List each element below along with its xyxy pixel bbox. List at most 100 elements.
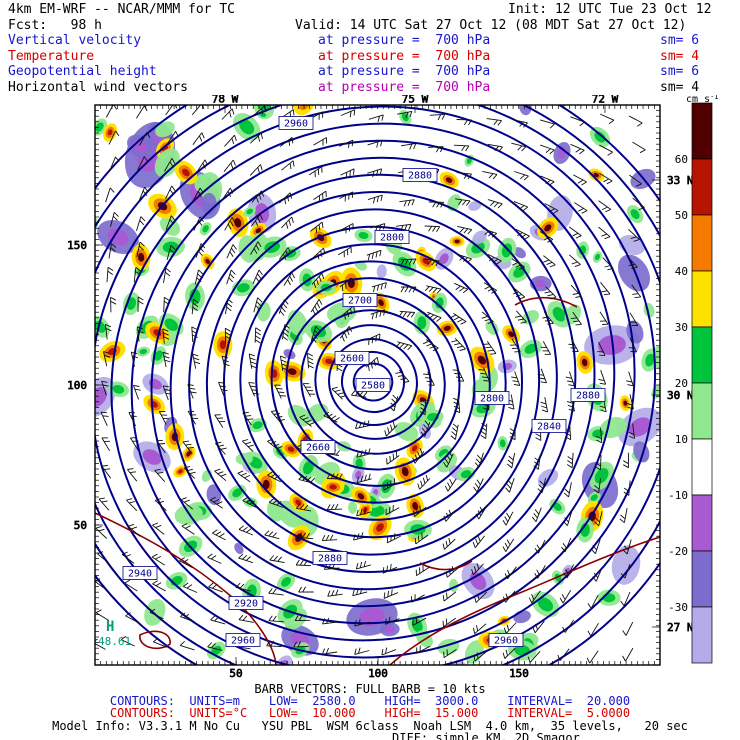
model-title: 4km EM-WRF -- NCAR/MMM for TC <box>8 2 235 17</box>
field-smooth: sm= 4 <box>660 79 700 95</box>
field-label: Temperature <box>8 48 95 64</box>
latitude-label: 33 N <box>667 174 694 187</box>
contour-label-box <box>334 351 370 365</box>
gridpoint-label-y: 100 <box>67 379 87 392</box>
colorbar-tick-label: -30 <box>668 601 688 614</box>
longitude-label: 72 W <box>592 95 619 106</box>
barb-legend: BARB VECTORS: FULL BARB = 10 kts <box>254 682 486 696</box>
colorbar-tick-label: 30 <box>675 321 688 334</box>
colorbar-tick-label: 10 <box>675 433 688 446</box>
contour-label: 2960 <box>284 119 308 130</box>
weather-map: 2960 2880 2800 2700 2600 2580 2660 2800 2840 2880… <box>67 92 719 680</box>
colorbar-segment <box>691 270 713 328</box>
field-row-temperature: Temperature at pressure = 700 hPa sm= 4 <box>0 49 740 65</box>
field-row-geopotential-height: Geopotential height at pressure = 700 hP… <box>0 64 740 80</box>
colorbar-tick-label: 60 <box>675 153 688 166</box>
temp-contour-info: CONTOURS: UNITS=°C LOW= 10.000 HIGH= 15.… <box>109 706 631 721</box>
gridpoint-label-x: 50 <box>229 667 242 679</box>
longitude-label: 75 W <box>402 95 429 106</box>
model-info: Model Info: V3.3.1 M No Cu YSU PBL WSM 6… <box>52 718 688 733</box>
contour-label-box <box>570 388 606 402</box>
field-label: Geopotential height <box>8 64 157 79</box>
contour-label-box <box>122 566 158 580</box>
field-label: Vertical velocity <box>8 33 142 48</box>
contour-label: 2940 <box>128 569 152 580</box>
contour-label: 2660 <box>306 443 330 454</box>
field-pressure: at pressure = 700 hPa <box>318 64 491 79</box>
contour-label-box <box>228 596 264 610</box>
colorbar-tick-label: -20 <box>668 545 688 558</box>
colorbar-segment <box>691 214 713 272</box>
field-smooth: sm= 6 <box>660 64 700 79</box>
contour-label-box <box>374 230 410 244</box>
footer: BARB VECTORS: FULL BARB = 10 kts CONTOUR… <box>0 683 740 740</box>
diffusion-info: DIFF: simple KM, 2D Smagor <box>392 730 580 740</box>
colorbar-segment <box>691 494 713 552</box>
field-pressure: at pressure = 700 hPa <box>318 33 491 48</box>
high-marker: H <box>106 619 114 635</box>
contour-label: 2960 <box>231 636 255 647</box>
field-smooth: sm= 4 <box>660 48 700 64</box>
colorbar-segment <box>691 550 713 608</box>
latitude-label: 30 N <box>667 389 694 402</box>
colorbar-segment <box>691 102 713 160</box>
colorbar: 60 50 40 30 20 10 -10 -20 -30 cm s-1 <box>668 93 719 664</box>
latitude-label: 27 N <box>667 621 694 634</box>
contour-label-layer: 2960 2880 2800 2700 2600 2580 2660 2800 2840 2880… <box>98 116 606 648</box>
contour-label-box <box>225 633 261 647</box>
colorbar-segment <box>691 382 713 440</box>
contour-label: 2800 <box>480 394 504 405</box>
field-pressure: at pressure = 700 hPa <box>318 48 491 64</box>
colorbar-segment <box>691 438 713 496</box>
height-contour-layer <box>95 105 660 665</box>
contour-label-box <box>531 419 567 433</box>
contour-label-box <box>355 378 391 392</box>
field-smooth: sm= 6 <box>660 33 700 48</box>
contour-label-box <box>342 293 378 307</box>
header-line-2: Fcst: 98 h Valid: 14 UTC Sat 27 Oct 12 (… <box>0 18 740 34</box>
contour-label: 2840 <box>537 422 561 433</box>
colorbar-tick-label: 50 <box>675 209 688 222</box>
high-marker-value: 48.61 <box>98 635 131 648</box>
colorbar-units: cm s-1 <box>686 95 719 105</box>
contour-label-box <box>402 168 438 182</box>
contour-label: 2700 <box>348 296 372 307</box>
init-time: Init: 12 UTC Tue 23 Oct 12 <box>508 2 712 17</box>
height-contour-info: CONTOURS: UNITS=m LOW= 2580.0 HIGH= 3000… <box>109 694 631 709</box>
contour-label: 2920 <box>234 599 258 610</box>
colorbar-segment <box>691 158 713 216</box>
contour-label: 2600 <box>340 354 364 365</box>
gridpoint-label-y: 150 <box>67 239 87 252</box>
contour-label: 2960 <box>494 636 518 647</box>
colorbar-segment <box>691 606 713 664</box>
colorbar-tick-label: -10 <box>668 489 688 502</box>
valid-time: Valid: 14 UTC Sat 27 Oct 12 (08 MDT Sat … <box>295 17 687 33</box>
field-row-vertical-velocity: Vertical velocity at pressure = 700 hPa … <box>0 33 740 49</box>
field-row-wind-vectors: Horizontal wind vectors at pressure = 70… <box>0 80 740 96</box>
gridpoint-label-x: 150 <box>509 667 529 679</box>
colorbar-tick-label: 20 <box>675 377 688 390</box>
contour-label: 2880 <box>318 554 342 565</box>
header-line-1: 4km EM-WRF -- NCAR/MMM for TC Init: 12 U… <box>0 2 740 18</box>
contour-label-box <box>488 633 524 647</box>
contour-label-box <box>278 116 314 130</box>
axes-layer: 78 W 75 W 72 W 33 N 30 N 27 N 150 100 50 50 100 150 <box>67 92 694 680</box>
contour-label: 2580 <box>361 381 385 392</box>
contour-label: 2880 <box>576 391 600 402</box>
gridpoint-label-y: 50 <box>74 519 87 532</box>
contour-label: 2800 <box>380 233 404 244</box>
contour-label-box <box>312 551 348 565</box>
header: 4km EM-WRF -- NCAR/MMM for TC Init: 12 U… <box>0 0 740 95</box>
field-pressure: at pressure = 700 hPa <box>318 79 491 95</box>
longitude-label: 78 W <box>212 95 239 106</box>
contour-label: 2880 <box>408 171 432 182</box>
gridpoint-label-x: 100 <box>368 667 388 679</box>
wind-barb-layer <box>95 105 646 664</box>
contour-label-box <box>300 440 336 454</box>
field-label: Horizontal wind vectors <box>8 79 189 95</box>
colorbar-segment <box>691 326 713 384</box>
forecast-hour: Fcst: 98 h <box>8 17 102 33</box>
colorbar-tick-label: 40 <box>675 265 688 278</box>
contour-label-box <box>474 391 510 405</box>
